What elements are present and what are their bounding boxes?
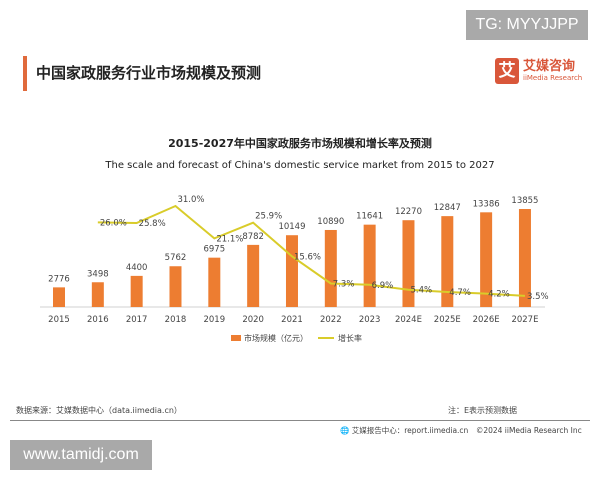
x-tick-label: 2021 (281, 315, 303, 325)
bar-2016 (91, 282, 104, 307)
x-tick-label: 2017 (126, 315, 148, 325)
bar-2025E (441, 216, 454, 307)
page-title: 中国家政服务行业市场规模及预测 (36, 64, 262, 82)
growth-label: 3.5% (527, 292, 549, 302)
x-tick-label: 2022 (320, 315, 342, 325)
bar-label: 4400 (126, 263, 148, 273)
report-text: 艾媒报告中心：report.iimedia.cn ©2024 iiMedia R… (351, 426, 582, 435)
growth-label: 31.0% (177, 195, 204, 205)
chart-title: 2015-2027年中国家政服务市场规模和增长率及预测 (168, 137, 432, 150)
x-tick-label: 2019 (203, 315, 225, 325)
bar-2026E (480, 212, 493, 307)
x-tick-label: 2016 (87, 315, 109, 325)
source-note: 数据来源：艾媒数据中心（data.iimedia.cn） (16, 406, 182, 415)
x-tick-label: 2025E (434, 315, 461, 325)
bar-label: 10890 (317, 217, 344, 227)
growth-label: 15.6% (294, 252, 321, 262)
x-tick-label: 2020 (242, 315, 264, 325)
bar-2024E (402, 220, 415, 307)
bar-2027E (518, 209, 531, 307)
bar-2020 (247, 244, 260, 307)
title-accent-bar (23, 56, 27, 91)
legend-bar-swatch (231, 335, 241, 341)
growth-label: 6.9% (372, 281, 394, 291)
growth-label: 25.8% (139, 219, 166, 229)
logo-mark: 艾 (495, 58, 519, 84)
x-tick-label: 2018 (165, 315, 187, 325)
x-tick-label: 2026E (473, 315, 500, 325)
globe-icon: 🌐 (340, 426, 352, 435)
bar-label: 13386 (473, 199, 500, 209)
chart-subtitle: The scale and forecast of China's domest… (105, 160, 495, 171)
bar-2018 (169, 266, 182, 307)
logo: 艾 艾媒咨询 iiMedia Research (495, 58, 582, 84)
bar-2015 (53, 287, 65, 307)
watermark-top: TG: MYYJJPP (466, 10, 588, 40)
legend-bar-label: 市场规模（亿元） (244, 333, 308, 343)
bar-label: 6975 (203, 245, 225, 255)
x-tick-label: 2024E (395, 315, 422, 325)
watermark-bottom: www.tamidj.com (10, 440, 152, 470)
x-tick-label: 2027E (511, 315, 538, 325)
growth-label: 26.0% (100, 218, 127, 228)
bar-label: 11641 (356, 212, 383, 222)
bar-label: 12270 (395, 207, 422, 217)
bar-2023 (363, 224, 376, 307)
growth-label: 25.9% (255, 212, 282, 222)
bar-label: 13855 (511, 196, 538, 206)
report-credit: 🌐 艾媒报告中心：report.iimedia.cn ©2024 iiMedia… (340, 425, 582, 436)
logo-en: iiMedia Research (523, 73, 583, 82)
x-tick-label: 2015 (48, 315, 70, 325)
bar-label: 10149 (278, 222, 305, 232)
logo-cn: 艾媒咨询 (523, 58, 576, 74)
bar-2017 (130, 275, 143, 307)
growth-label: 7.3% (333, 279, 355, 289)
bar-2021 (285, 235, 298, 307)
bar-2019 (208, 257, 221, 307)
bar-label: 5762 (165, 253, 187, 263)
bar-label: 8782 (242, 232, 264, 242)
growth-label: 4.7% (449, 288, 471, 298)
legend-line-label: 增长率 (338, 333, 362, 343)
x-tick-label: 2023 (359, 315, 381, 325)
bar-label: 2776 (48, 274, 70, 284)
bar-2022 (324, 229, 337, 307)
forecast-note: 注：E表示预测数据 (448, 406, 518, 415)
chart: 2776 2015 3498 2016 4400 2017 5762 2018 6975 2019… (40, 195, 549, 343)
bar-label: 3498 (87, 269, 109, 279)
footer-divider (10, 420, 590, 421)
growth-label: 4.2% (488, 290, 510, 300)
growth-label: 21.1% (216, 234, 243, 244)
growth-label: 5.4% (410, 286, 432, 296)
growth-line (97, 204, 526, 297)
bar-label: 12847 (434, 203, 461, 213)
